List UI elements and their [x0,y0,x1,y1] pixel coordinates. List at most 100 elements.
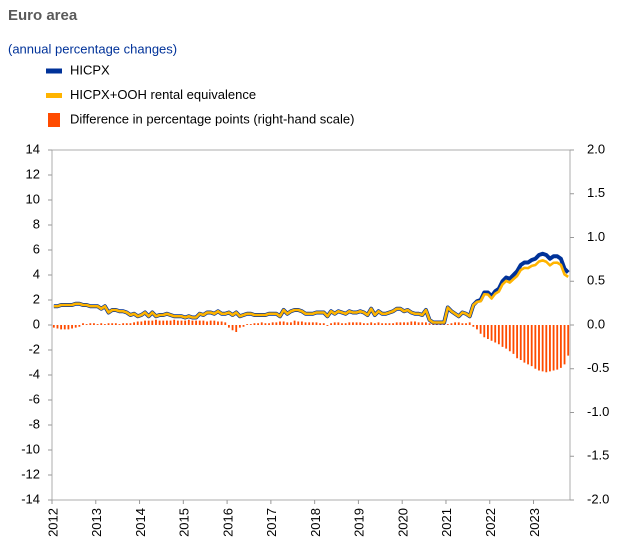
x-tick-label: 2019 [352,508,367,537]
bar [246,324,249,325]
bar [275,322,278,325]
bar [337,322,340,325]
bar [122,323,125,325]
bar [487,325,489,339]
bar [344,323,347,325]
y-tick-label: 0 [33,316,40,331]
bar [260,322,263,325]
y-tick-label: 8 [33,216,40,231]
bar [403,322,405,325]
bar [311,322,314,325]
bar [446,324,449,325]
y-tick-label: 2 [33,291,40,306]
y2-tick-label: -0.5 [587,360,609,375]
bar [264,323,267,325]
bar [242,325,245,327]
bar [271,322,274,325]
bar [355,322,358,325]
bar [330,323,332,325]
legend-label: HICPX+OOH rental equivalence [70,87,256,102]
bar [198,320,201,325]
bar [220,321,223,325]
bar [191,320,194,325]
bar [187,319,190,325]
y2-tick-label: 2.0 [587,141,605,156]
y-tick-label: -2 [28,341,40,356]
x-tick-label: 2023 [527,508,542,537]
bar [209,320,212,325]
bar [545,325,548,373]
bar [300,321,303,325]
bar [567,325,570,356]
x-tick-label: 2014 [133,508,148,537]
bar [147,320,150,325]
bar [107,323,110,325]
bar [93,323,95,325]
legend-label: Difference in percentage points (right-h… [70,111,354,126]
bar [56,325,59,329]
legend-swatch [48,113,60,127]
y2-tick-label: 1.5 [587,185,605,200]
bar [304,322,307,325]
line [53,251,570,325]
y-tick-label: -4 [28,366,40,381]
bar [373,323,376,325]
bar [125,323,128,325]
y2-tick-label: 0.5 [587,273,605,288]
x-tick-label: 2020 [395,508,410,537]
bar [60,325,63,330]
bar [465,323,467,325]
bar [341,323,343,325]
bar [527,325,529,365]
y2-tick-label: -1.5 [587,448,609,463]
x-tick-label: 2015 [177,508,192,537]
bar [136,321,139,325]
bar [519,325,522,360]
bar [71,325,73,329]
bar [348,322,351,325]
bar [158,320,161,325]
y-tick-label: 4 [33,266,40,281]
bar [238,325,241,328]
y2-tick-label: 0.0 [587,316,605,331]
bar [253,323,256,325]
bar [352,322,354,325]
bar [140,321,143,325]
bar [326,325,329,326]
y2-tick-label: 1.0 [587,229,605,244]
bar [235,325,238,332]
bar [249,324,252,325]
y-tick-label: -10 [21,441,40,456]
bar [322,323,325,325]
bar [399,322,402,325]
bar [512,325,515,354]
bar [362,323,365,325]
bar [297,321,300,325]
bar [162,320,165,325]
bar [457,322,460,325]
bar [279,321,281,325]
bar [377,322,380,325]
bar [421,322,424,325]
bar [176,320,179,325]
y-tick-label: -6 [28,391,40,406]
bar [315,322,318,325]
x-tick-label: 2016 [220,508,235,537]
y2-tick-label: -1.0 [587,404,609,419]
bar [461,323,464,325]
bar [195,320,198,325]
bar [523,325,526,363]
bar [410,321,413,325]
bar [559,325,562,368]
bar [319,323,322,325]
x-tick-label: 2013 [89,508,104,537]
bar [74,325,77,328]
bar [384,323,387,325]
bar [133,322,135,325]
bar [144,320,146,325]
bar [202,320,205,325]
bar [231,325,234,331]
bar [556,325,559,370]
bar [468,322,471,325]
